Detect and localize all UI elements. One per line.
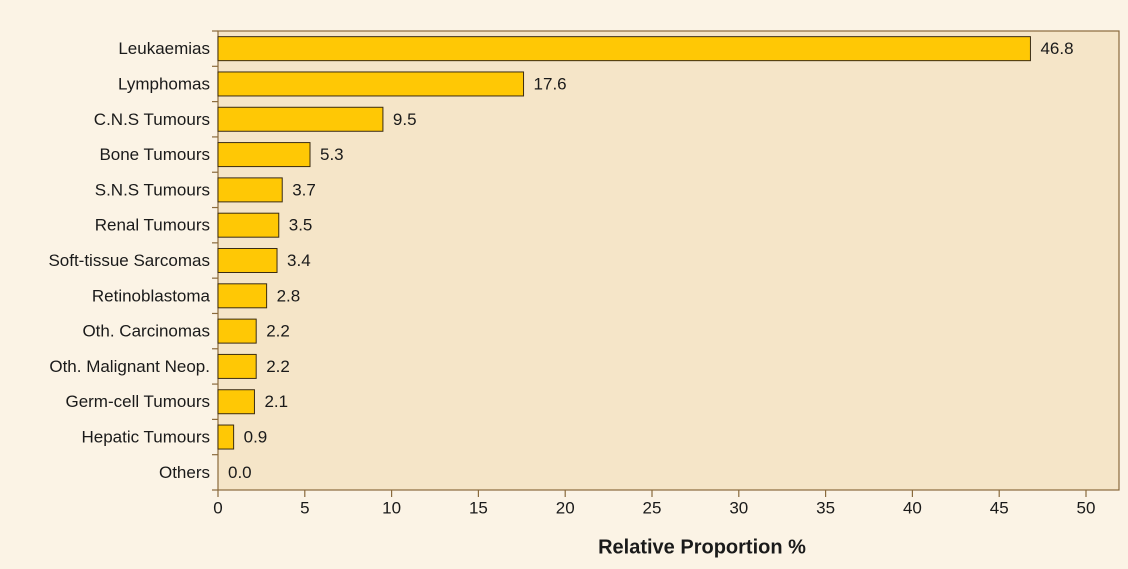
x-tick-label: 5 xyxy=(300,498,309,517)
value-label: 3.5 xyxy=(289,216,313,235)
bar xyxy=(217,71,525,97)
y-tick-label: Soft-tissue Sarcomas xyxy=(48,251,210,270)
y-tick-label: Oth. Carcinomas xyxy=(82,322,210,341)
bar xyxy=(217,142,311,168)
x-tick-label: 10 xyxy=(382,498,401,517)
value-label: 3.7 xyxy=(292,180,316,199)
bar xyxy=(217,212,280,238)
bar xyxy=(217,318,257,344)
y-tick-label: Retinoblastoma xyxy=(92,286,211,305)
y-tick-label: Germ-cell Tumours xyxy=(65,392,210,411)
bar xyxy=(217,283,268,309)
x-tick-label: 30 xyxy=(729,498,748,517)
bar xyxy=(217,353,257,379)
value-label: 0.9 xyxy=(244,428,268,447)
y-tick-label: Leukaemias xyxy=(118,39,210,58)
y-tick-label: Lymphomas xyxy=(118,74,210,93)
bar xyxy=(217,106,384,132)
value-label: 3.4 xyxy=(287,251,311,270)
x-tick-label: 25 xyxy=(643,498,662,517)
y-tick-label: Renal Tumours xyxy=(95,216,210,235)
value-label: 5.3 xyxy=(320,145,344,164)
bar xyxy=(217,248,278,273)
y-tick-label: Hepatic Tumours xyxy=(82,428,211,447)
y-tick-label: C.N.S Tumours xyxy=(94,110,210,129)
value-label: 2.2 xyxy=(266,322,290,341)
value-label: 2.8 xyxy=(277,286,301,305)
bar xyxy=(217,424,235,450)
x-tick-label: 15 xyxy=(469,498,488,517)
y-tick-label: S.N.S Tumours xyxy=(95,180,210,199)
x-tick-label: 40 xyxy=(903,498,922,517)
value-label: 9.5 xyxy=(393,110,417,129)
value-label: 2.1 xyxy=(264,392,288,411)
value-label: 46.8 xyxy=(1040,39,1073,58)
y-tick-label: Oth. Malignant Neop. xyxy=(49,357,210,376)
y-tick-label: Others xyxy=(159,463,210,482)
x-tick-label: 35 xyxy=(816,498,835,517)
y-tick-label: Bone Tumours xyxy=(99,145,210,164)
x-axis-label: Relative Proportion % xyxy=(598,536,806,558)
x-tick-label: 0 xyxy=(213,498,222,517)
x-tick-label: 20 xyxy=(556,498,575,517)
value-label: 2.2 xyxy=(266,357,290,376)
bar xyxy=(217,177,283,203)
value-label: 17.6 xyxy=(534,74,567,93)
bar xyxy=(217,36,1031,62)
plot-area xyxy=(217,30,1120,491)
value-label: 0.0 xyxy=(228,463,252,482)
bar xyxy=(217,389,255,415)
x-tick-label: 45 xyxy=(990,498,1009,517)
x-tick-label: 50 xyxy=(1077,498,1096,517)
